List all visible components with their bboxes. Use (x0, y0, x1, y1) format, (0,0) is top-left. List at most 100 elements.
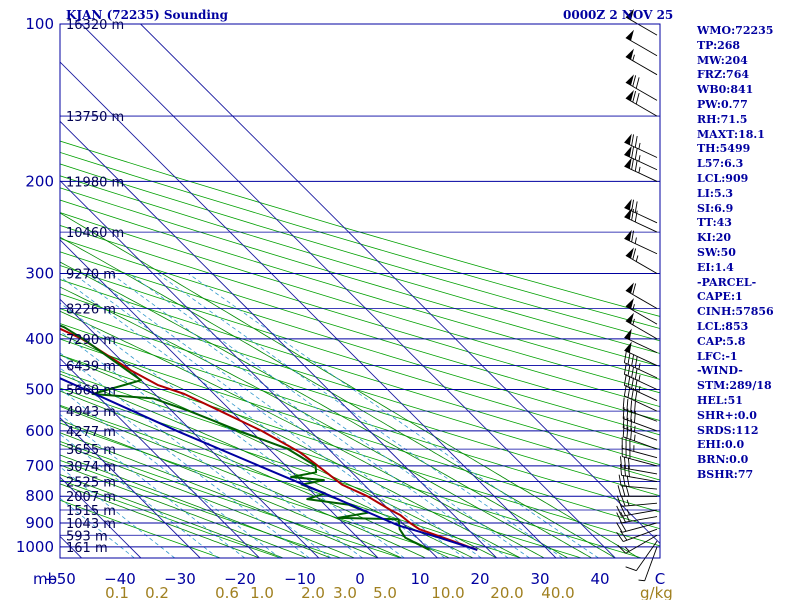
height-label: 1515 m (66, 504, 116, 519)
barb-feather (634, 136, 638, 148)
barb-shaft (622, 456, 658, 467)
mixing-ratio-label: 0.2 (145, 584, 169, 600)
pressure-tick-label: 700 (25, 457, 54, 475)
isotherm (60, 298, 320, 558)
pressure-tick-label: 200 (25, 172, 54, 190)
moist-adiabat (60, 419, 402, 558)
dry-adiabat (60, 499, 221, 558)
barb-shaft (624, 373, 658, 390)
barb-shaft (644, 546, 658, 581)
barb-feather (631, 199, 634, 212)
mixing-ratio-line (60, 433, 219, 558)
dry-adiabat (60, 212, 660, 394)
height-label: 2007 m (66, 490, 116, 505)
moist-adiabat (60, 310, 545, 558)
dry-adiabat (60, 175, 660, 354)
barb-feather (619, 521, 627, 532)
barb-half-feather (634, 237, 637, 244)
pressure-tick-label: 900 (25, 514, 54, 532)
dewpoint-profile (60, 324, 430, 551)
dry-adiabat (60, 199, 660, 380)
barb-half-feather (638, 579, 645, 582)
sounding-index: TT:43 (697, 216, 732, 230)
sounding-index: SRDS:112 (697, 423, 759, 437)
pressure-axis-unit: mb (33, 570, 57, 588)
barb-feather (627, 375, 631, 388)
barb-feather (627, 353, 631, 365)
isotherm (60, 417, 201, 558)
barb-shaft (625, 56, 658, 76)
sounding-index: RH:71.5 (697, 112, 748, 126)
mixing-ratio-label: 10.0 (431, 584, 464, 600)
mixing-ratio-line (60, 388, 281, 558)
barb-feather (630, 419, 633, 431)
dry-adiabat (60, 422, 462, 558)
sounding-index: -PARCEL- (697, 275, 757, 289)
sounding-index: CAPE:1 (697, 290, 743, 304)
barb-feather (623, 456, 626, 469)
barb-half-feather (624, 546, 630, 552)
barb-feather (634, 159, 638, 172)
isotherm (80, 24, 616, 558)
sounding-index: LCL:853 (697, 319, 749, 333)
dry-adiabat (60, 323, 660, 513)
sounding-index: -WIND- (697, 364, 743, 378)
height-label: 13750 m (66, 110, 124, 125)
isotherm (0, 24, 22, 558)
moist-adiabat (60, 432, 379, 558)
barb-shaft (624, 395, 658, 412)
barb-feather (631, 377, 634, 389)
wind-barb (638, 546, 658, 582)
barb-feather (618, 474, 622, 486)
barb-pennant (624, 133, 632, 145)
mixing-ratio-line (72, 273, 465, 558)
mixing-ratio-line (128, 273, 530, 558)
barb-feather (625, 566, 637, 572)
sounding-index: KI:20 (697, 231, 732, 245)
wind-barb (625, 74, 658, 101)
dry-adiabat (60, 293, 660, 481)
sounding-index: SHR+:0.0 (697, 408, 757, 422)
moist-adiabat (60, 354, 497, 558)
wind-barb (623, 351, 658, 379)
mixing-ratio-line (60, 414, 245, 558)
height-label: 11980 m (66, 175, 124, 190)
wind-barbs (616, 9, 658, 582)
barb-feather (630, 428, 633, 440)
barb-feather (632, 283, 637, 295)
barb-feather (634, 368, 638, 380)
barb-feather (631, 366, 634, 378)
sounding-index: PW:0.77 (697, 97, 748, 111)
barb-pennant (625, 74, 634, 86)
pressure-tick-label: 300 (25, 264, 54, 282)
sounding-index: LFC:-1 (697, 349, 738, 363)
sounding-index: EHI:0.0 (697, 438, 745, 452)
height-label: 3655 m (66, 443, 116, 458)
barb-feather (634, 210, 638, 223)
parcel-profile (60, 377, 478, 551)
barb-feather (631, 230, 634, 242)
barb-pennant (625, 247, 634, 259)
barb-feather (622, 425, 625, 437)
barb-shaft (621, 474, 658, 483)
sounding-index: HEL:51 (697, 393, 743, 407)
wind-barb (625, 48, 658, 76)
barb-half-feather (632, 54, 635, 61)
mixing-ratio-label: 1.0 (250, 584, 274, 600)
barb-shaft (621, 502, 658, 507)
wind-barb (622, 397, 658, 422)
wind-barb (616, 528, 658, 542)
barb-half-feather (633, 434, 636, 441)
mixing-ratio-label: 5.0 (373, 584, 397, 600)
valid-time: 0000Z 2 NOV 25 (563, 8, 674, 22)
barb-pennant (625, 298, 634, 310)
barb-feather (622, 416, 625, 428)
barb-pennant (625, 282, 634, 294)
barb-shaft (625, 97, 658, 117)
height-label: 10460 m (66, 226, 124, 241)
barb-shaft (625, 534, 658, 554)
barb-feather (626, 398, 629, 411)
sounding-index: WMO:72235 (697, 24, 774, 37)
station-title: KJAN (72235) Sounding (66, 8, 229, 22)
